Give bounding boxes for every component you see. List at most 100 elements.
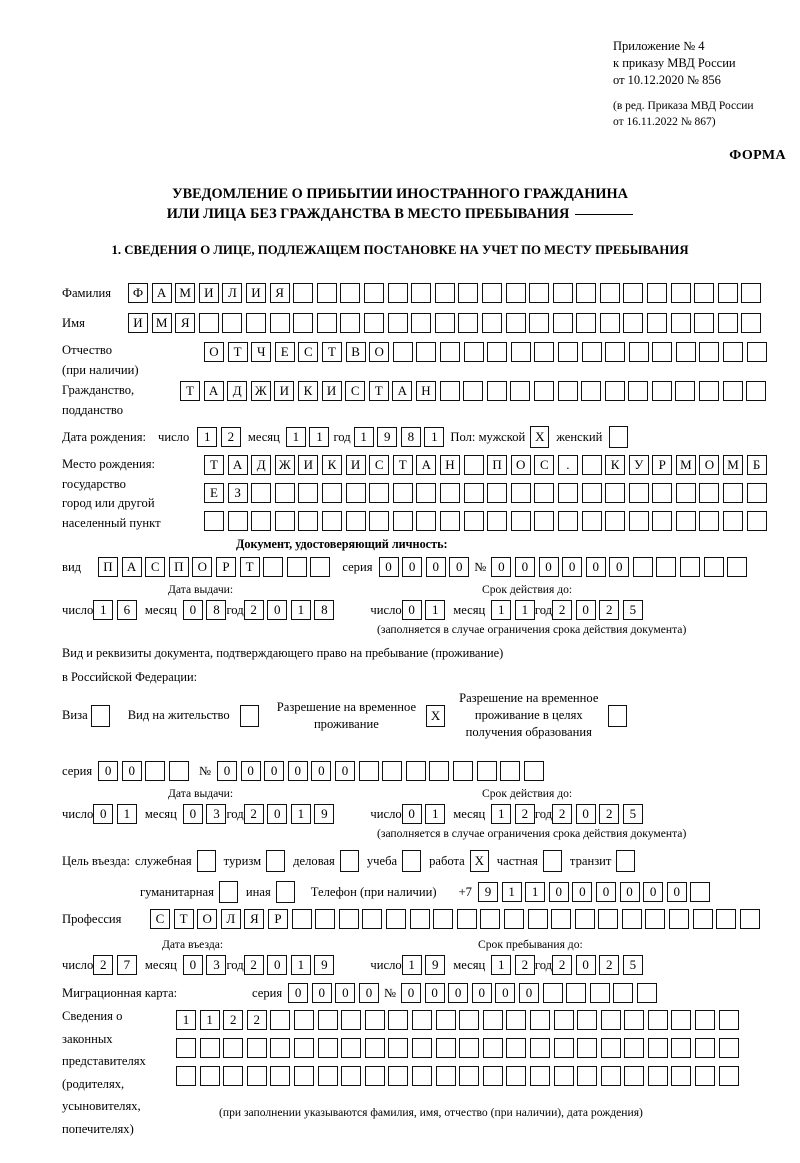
grid-cell[interactable] (506, 1038, 527, 1058)
grid-cell[interactable] (369, 511, 390, 531)
grid-cell[interactable] (699, 342, 720, 362)
grid-cell[interactable]: 1 (285, 427, 306, 447)
grid-cell[interactable] (204, 511, 224, 531)
grid-cell[interactable]: 2 (514, 804, 535, 824)
grid-cell[interactable]: 0 (98, 761, 119, 781)
grid-cell[interactable] (506, 1010, 527, 1030)
grid-cell[interactable] (246, 1066, 267, 1086)
grid-cell[interactable] (340, 283, 361, 303)
representatives-input-row2[interactable] (176, 1038, 739, 1058)
grid-cell[interactable] (270, 1038, 291, 1058)
grid-cell[interactable] (534, 511, 555, 531)
grid-cell[interactable]: 2 (599, 955, 620, 975)
grid-cell[interactable]: А (151, 283, 172, 303)
grid-cell[interactable] (717, 283, 738, 303)
grid-cell[interactable]: 2 (93, 955, 114, 975)
grid-cell[interactable] (263, 557, 284, 577)
grid-cell[interactable]: Ж (274, 455, 295, 475)
grid-cell[interactable] (416, 511, 437, 531)
grid-cell[interactable] (385, 909, 406, 929)
grid-cell[interactable]: С (298, 342, 319, 362)
grid-cell[interactable] (223, 1066, 244, 1086)
grid-cell[interactable] (452, 761, 473, 781)
grid-cell[interactable] (315, 909, 336, 929)
grid-cell[interactable] (628, 342, 649, 362)
grid-cell[interactable] (321, 511, 342, 531)
grid-cell[interactable] (599, 313, 620, 333)
representatives-input-row3[interactable] (176, 1066, 739, 1086)
purpose-option-checkbox-3[interactable] (402, 850, 422, 872)
grid-cell[interactable]: 0 (358, 983, 379, 1003)
grid-cell[interactable]: М (675, 455, 696, 475)
grid-cell[interactable] (675, 342, 696, 362)
grid-cell[interactable] (463, 511, 484, 531)
grid-cell[interactable] (624, 1066, 645, 1086)
grid-cell[interactable] (746, 342, 767, 362)
grid-cell[interactable] (671, 1038, 692, 1058)
grid-cell[interactable] (274, 483, 295, 503)
grid-cell[interactable] (533, 381, 554, 401)
grid-cell[interactable]: 0 (378, 557, 399, 577)
grid-cell[interactable] (669, 909, 690, 929)
grid-cell[interactable] (291, 909, 312, 929)
grid-cell[interactable] (409, 909, 430, 929)
grid-cell[interactable] (345, 511, 366, 531)
grid-cell[interactable]: 0 (425, 557, 446, 577)
grid-cell[interactable]: Р (267, 909, 288, 929)
purpose-option-checkbox-2[interactable] (339, 850, 359, 872)
grid-cell[interactable]: 0 (575, 600, 596, 620)
grid-cell[interactable] (298, 511, 319, 531)
grid-cell[interactable]: 0 (400, 983, 421, 1003)
grid-cell[interactable] (529, 283, 550, 303)
grid-cell[interactable] (176, 1066, 196, 1086)
grid-cell[interactable]: Е (274, 342, 295, 362)
grid-cell[interactable] (433, 909, 454, 929)
grid-cell[interactable] (411, 283, 432, 303)
grid-cell[interactable] (317, 1010, 338, 1030)
grid-cell[interactable] (675, 381, 696, 401)
grid-cell[interactable] (651, 381, 672, 401)
grid-cell[interactable] (577, 1066, 598, 1086)
grid-cell[interactable]: 2 (514, 955, 535, 975)
grid-cell[interactable]: 0 (267, 804, 288, 824)
grid-cell[interactable] (345, 483, 366, 503)
grid-cell[interactable]: 1 (290, 955, 311, 975)
grid-cell[interactable] (392, 342, 413, 362)
purpose-option-checkbox-6[interactable] (616, 850, 636, 872)
grid-cell[interactable] (388, 1038, 409, 1058)
grid-cell[interactable] (529, 1066, 550, 1086)
grid-cell[interactable]: Т (368, 381, 389, 401)
grid-cell[interactable] (293, 1066, 314, 1086)
grid-cell[interactable] (534, 483, 555, 503)
grid-cell[interactable] (624, 1038, 645, 1058)
grid-cell[interactable] (581, 381, 602, 401)
purpose-option-checkbox-4[interactable]: X (469, 850, 489, 872)
grid-cell[interactable] (392, 511, 413, 531)
grid-cell[interactable] (703, 557, 724, 577)
grid-cell[interactable]: 8 (400, 427, 421, 447)
grid-cell[interactable] (739, 909, 760, 929)
grid-cell[interactable] (145, 761, 166, 781)
grid-cell[interactable] (435, 1066, 456, 1086)
grid-cell[interactable]: 3 (206, 804, 227, 824)
grid-cell[interactable] (534, 342, 555, 362)
grid-cell[interactable]: Т (180, 381, 200, 401)
grid-cell[interactable]: Л (222, 283, 243, 303)
grid-cell[interactable]: Н (415, 381, 436, 401)
grid-cell[interactable] (552, 313, 573, 333)
grid-cell[interactable] (523, 761, 544, 781)
grid-cell[interactable]: 0 (182, 804, 203, 824)
grid-cell[interactable]: 5 (622, 600, 643, 620)
grid-cell[interactable] (529, 1038, 550, 1058)
grid-cell[interactable]: 0 (562, 557, 583, 577)
